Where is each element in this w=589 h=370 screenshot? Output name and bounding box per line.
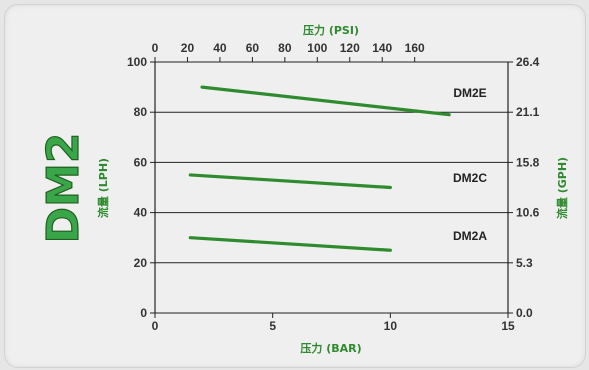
y-axis-left-title: 流量 (LPH)	[96, 158, 110, 218]
x-axis-bottom-title: 压力 (BAR)	[300, 341, 361, 355]
x-bottom-tick-label: 5	[269, 319, 276, 333]
x-top-tick-label: 20	[181, 41, 195, 55]
series-line-dm2a	[188, 236, 392, 252]
series-label-dm2e: DM2E	[453, 86, 486, 100]
x-axis-top-title: 压力 (PSI)	[303, 23, 359, 37]
series-label-dm2c: DM2C	[453, 171, 487, 185]
y-left-tick-label: 60	[134, 155, 148, 169]
x-bottom-tick-label: 10	[384, 319, 398, 333]
y-axis-right-title: 流量 (GPH)	[555, 157, 569, 219]
y-left-tick-label: 40	[134, 206, 148, 220]
y-left-tick-label: 20	[134, 256, 148, 270]
x-top-tick-label: 80	[278, 41, 292, 55]
x-top-tick-label: 60	[246, 41, 260, 55]
y-right-tick-label: 21.1	[516, 105, 540, 119]
series-label-dm2a: DM2A	[453, 229, 487, 243]
x-bottom-tick-label: 15	[501, 319, 515, 333]
x-top-tick-label: 160	[405, 41, 425, 55]
y-left-tick-label: 0	[140, 306, 147, 320]
y-right-tick-label: 0.0	[516, 306, 533, 320]
series-line-dm2c	[188, 173, 392, 190]
x-top-tick-label: 40	[213, 41, 227, 55]
y-right-tick-label: 10.6	[516, 206, 540, 220]
model-label: DM2	[38, 133, 89, 244]
y-right-tick-label: 5.3	[516, 256, 533, 270]
y-right-tick-label: 15.8	[516, 155, 540, 169]
x-top-tick-label: 0	[152, 41, 159, 55]
x-bottom-tick-label: 0	[152, 319, 159, 333]
x-top-tick-label: 100	[307, 41, 327, 55]
series-line-dm2e	[200, 85, 451, 117]
x-top-tick-label: 140	[372, 41, 392, 55]
y-right-tick-label: 26.4	[516, 55, 540, 69]
x-top-tick-label: 120	[340, 41, 360, 55]
y-left-tick-label: 80	[134, 105, 148, 119]
chart-panel	[4, 4, 586, 368]
plot-area: 0 20 40 60 80 100 0.0 5.3 10.6 15.8 21.1 26.4 0 5 10 15…	[127, 41, 540, 333]
y-left-tick-label: 100	[127, 55, 147, 69]
